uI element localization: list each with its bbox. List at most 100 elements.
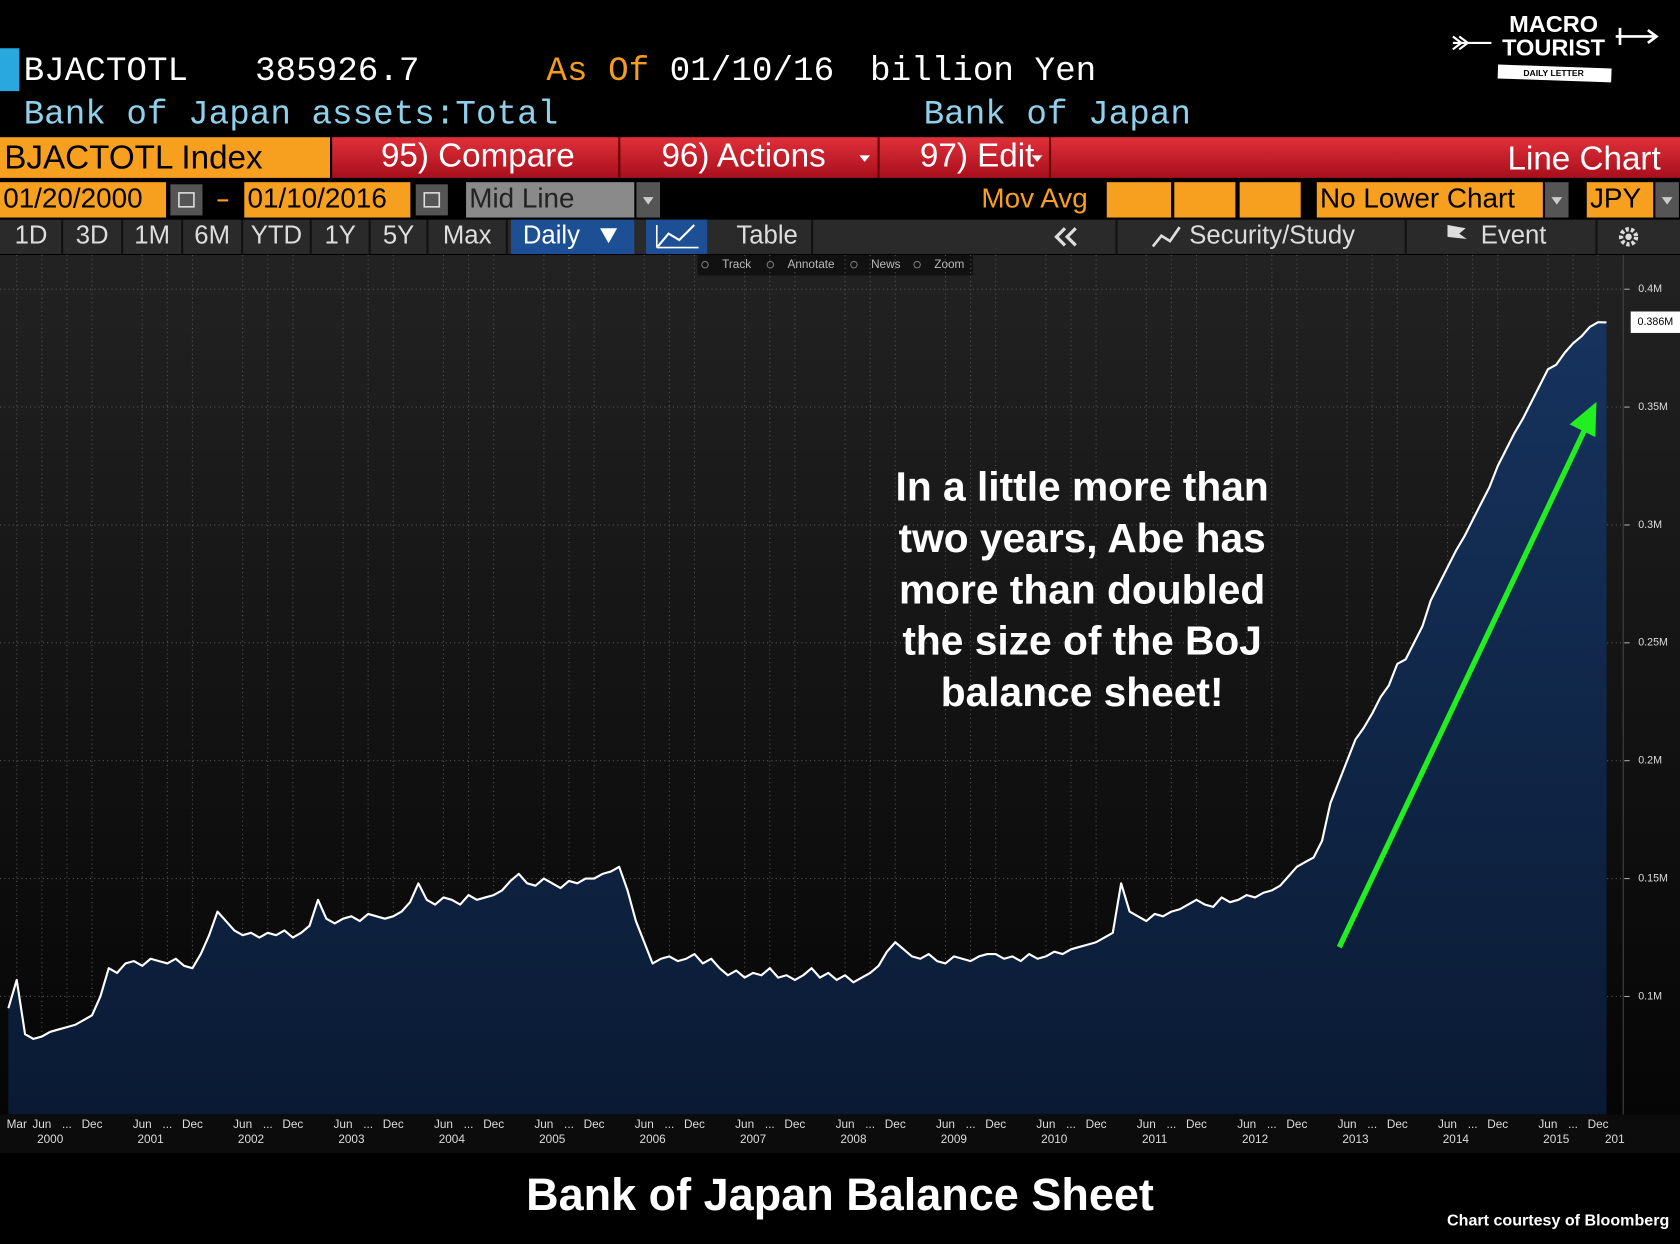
x-year-label: 2004 [439, 1133, 466, 1146]
dropdown-arrow [859, 155, 870, 162]
calendar-glyph [178, 192, 195, 208]
x-tick-label: ... [664, 1118, 674, 1131]
x-year-label: 2015 [1543, 1133, 1570, 1146]
mov-avg-box[interactable] [1174, 182, 1236, 218]
currency[interactable]: JPY [1590, 183, 1641, 214]
x-tick-label: Dec [182, 1118, 203, 1131]
x-tick-label: ... [1568, 1118, 1578, 1131]
x-tick-label: Dec [1588, 1118, 1609, 1131]
period-button[interactable]: YTD [251, 222, 302, 250]
period-button[interactable]: 5Y [383, 222, 414, 250]
collapse-icon[interactable] [1054, 227, 1077, 247]
period-button[interactable]: 1M [134, 222, 170, 250]
flag-icon [1447, 225, 1467, 248]
period-button[interactable]: 1D [15, 222, 48, 250]
mov-avg-box[interactable] [1106, 182, 1172, 218]
tool-icon [701, 260, 709, 269]
event[interactable]: Event [1481, 222, 1547, 250]
x-year-label: 2007 [740, 1133, 766, 1146]
dropdown-arrow [1031, 155, 1043, 162]
x-tick-label: Dec [1086, 1118, 1107, 1131]
line-mode[interactable]: Mid Line [469, 183, 574, 214]
menu-bar [332, 137, 1680, 178]
period-button[interactable]: 6M [194, 222, 230, 250]
annotation-arrow [1336, 424, 1590, 949]
x-tick-label: ... [62, 1118, 72, 1131]
period-button[interactable]: Max [443, 222, 492, 250]
logo: MACRO TOURIST DAILY LETTER [1452, 11, 1659, 83]
period-buttons: 1D 3D 1M 6M YTD 1Y 5Y Max [15, 219, 508, 254]
view-type[interactable]: Line Chart [1508, 141, 1661, 178]
dropdown-arrow [1551, 197, 1563, 205]
description: Bank of Japan assets:Total [24, 96, 559, 135]
annotation-line: two years, Abe has [899, 515, 1266, 561]
period-button[interactable]: 3D [76, 222, 109, 250]
y-tick-label: 0.3M [1638, 519, 1662, 531]
x-year-label: 2010 [1041, 1133, 1068, 1146]
x-tick-label: ... [865, 1118, 875, 1131]
x-year-label: 2003 [338, 1133, 365, 1146]
last-value-label: 0.386M [1638, 316, 1674, 328]
start-date[interactable]: 01/20/2000 [3, 183, 142, 214]
x-tick-label: Dec [483, 1118, 504, 1131]
marker [0, 48, 20, 92]
x-tick-label: Dec [82, 1118, 103, 1131]
tab-edit[interactable]: 97) Edit [920, 137, 1034, 174]
ticker: BJACTOTL [24, 52, 189, 91]
frequency-box[interactable] [511, 219, 635, 254]
logo-text: DAILY LETTER [1523, 68, 1584, 78]
lower-chart[interactable]: No Lower Chart [1320, 183, 1515, 214]
x-tick-label: Jun [1538, 1118, 1557, 1131]
x-tick-label: Dec [684, 1118, 705, 1131]
credit: Chart courtesy of Bloomberg [1447, 1212, 1669, 1230]
tool-button[interactable]: Track [722, 258, 751, 271]
table-button[interactable]: Table [736, 222, 797, 250]
dropdown-arrow [1661, 197, 1673, 205]
calendar-icon[interactable] [170, 184, 203, 216]
mov-avg-box[interactable] [1239, 182, 1301, 218]
mov-avg: Mov Avg [981, 183, 1087, 214]
x-tick-label: Jun [1338, 1118, 1357, 1131]
x-tick-label: ... [1066, 1118, 1076, 1131]
chart-icon-box[interactable] [646, 219, 708, 254]
tab-compare[interactable]: 95) Compare [381, 137, 575, 174]
tool-buttons: Track Annotate News Zoom [701, 258, 965, 271]
x-tick-label: Jun [1237, 1118, 1256, 1131]
last-value: 385926.7 [255, 52, 420, 91]
logo-text: MACRO [1509, 11, 1598, 37]
settings-icon[interactable] [1618, 227, 1639, 247]
tool-button[interactable]: News [871, 258, 901, 271]
tool-icon [850, 260, 858, 269]
date-box[interactable] [244, 182, 411, 218]
x-tick-label: Dec [1186, 1118, 1207, 1131]
annotation-arrowhead [1569, 401, 1597, 438]
date-box[interactable] [0, 182, 167, 218]
x-tick-label: Dec [1387, 1118, 1408, 1131]
frequency[interactable]: Daily [523, 222, 580, 250]
x-tick-label: ... [966, 1118, 976, 1131]
x-axis: Mar Jun... Dec Jun... Dec Jun... Dec Jun... Dec J… [7, 1118, 1625, 1146]
tool-button[interactable]: Zoom [934, 258, 964, 271]
x-year-label: 2002 [238, 1133, 264, 1146]
currency-box[interactable] [1586, 182, 1654, 218]
x-tick-label: Jun [233, 1118, 252, 1131]
end-date[interactable]: 01/10/2016 [247, 183, 386, 214]
tab-actions[interactable]: 96) Actions [661, 137, 825, 174]
x-tick-label: ... [162, 1118, 172, 1131]
security-box[interactable] [0, 137, 330, 178]
tool-button[interactable]: Annotate [788, 258, 836, 271]
lower-chart-box[interactable] [1316, 182, 1543, 218]
security-study[interactable]: Security/Study [1189, 222, 1355, 250]
period-button[interactable]: 1Y [324, 222, 355, 250]
calendar-icon[interactable] [415, 184, 448, 216]
logo-arrow [1615, 27, 1659, 46]
x-tick-label: Dec [985, 1118, 1006, 1131]
last-value-box [1630, 311, 1680, 333]
line [7, 321, 1607, 1040]
y-axis: 0.1M 0.15M 0.2M 0.25M 0.3M 0.35M 0.4M 0.386M [1622, 255, 1680, 1115]
security[interactable]: BJACTOTL Index [4, 139, 263, 176]
x-tick-label: Mar [7, 1118, 27, 1131]
x-tick-label: Jun [635, 1118, 654, 1131]
line-mode-box[interactable] [466, 182, 635, 218]
